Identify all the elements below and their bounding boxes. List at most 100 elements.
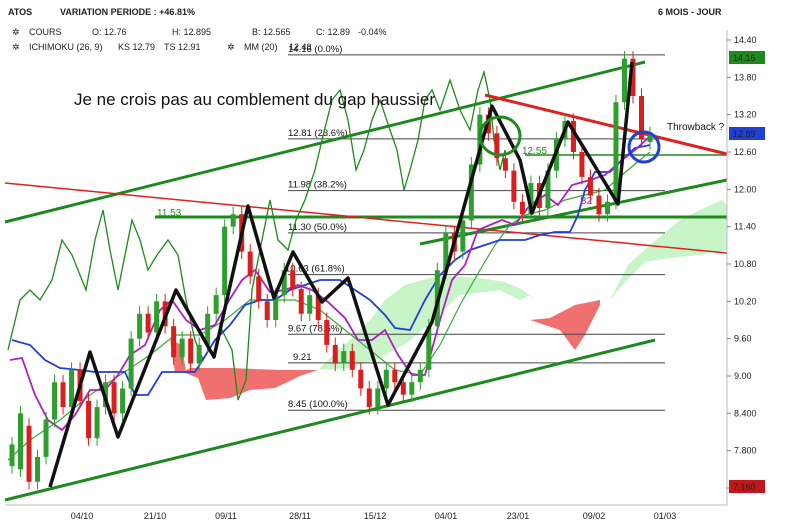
candle — [281, 270, 287, 296]
fib-label: 11.30 (50.0%) — [288, 222, 347, 233]
ichimoku-label: ICHIMOKU (26, 9) — [29, 42, 103, 52]
y-tick-label: 13.80 — [734, 72, 757, 82]
mm-label: MM (20) — [244, 42, 278, 52]
candle — [613, 102, 619, 202]
fib-label: 12.81 (23.6%) — [288, 128, 348, 139]
candle — [579, 152, 585, 177]
candle — [26, 425, 32, 482]
red-resistance-thin — [4, 182, 728, 254]
b2-label: B2 — [580, 196, 593, 207]
candle — [145, 313, 151, 333]
x-tick-label: 28/11 — [289, 511, 311, 521]
candle — [596, 195, 602, 215]
candle — [494, 133, 500, 159]
candle — [137, 313, 143, 339]
candle — [69, 369, 75, 408]
fib-label: 14.16 (0.0%) — [288, 44, 342, 55]
zigzag-pattern — [48, 61, 634, 488]
candle — [349, 351, 355, 370]
gear-icon: ✲ — [227, 42, 235, 52]
candle — [196, 344, 202, 364]
throwback-circle-blue — [627, 130, 661, 164]
candle — [647, 133, 653, 143]
candle — [60, 382, 66, 408]
candle — [332, 344, 338, 364]
gear-icon: ✲ — [12, 27, 20, 37]
candle — [570, 120, 576, 152]
mm-value: 12.48 — [289, 42, 312, 52]
candle — [264, 301, 270, 320]
candle — [604, 201, 610, 215]
ichimoku-ks: KS 12.79 — [118, 42, 155, 52]
variation-label: VARIATION PERIODE : +46.81% — [60, 7, 195, 17]
candle — [86, 400, 92, 439]
candle — [519, 201, 525, 215]
candle — [443, 232, 449, 271]
gap-circle-green — [478, 115, 522, 157]
cloud-green — [610, 200, 727, 300]
candle — [621, 58, 627, 103]
change-value: -0.04% — [358, 27, 387, 37]
gap-value-label: 12.55 — [522, 146, 547, 157]
cloud-green — [318, 276, 535, 370]
gear-icon: ✲ — [12, 42, 20, 52]
fib-label: 11.98 (38.2%) — [288, 180, 347, 191]
y-axis: 14.40 13.80 13.20 12.60 12.00 11.40 10.80 10.20… — [726, 30, 757, 505]
low-price-box — [729, 480, 765, 493]
x-tick-label: 01/03 — [654, 511, 677, 521]
cours-label: COURS — [29, 27, 62, 37]
candle — [213, 295, 219, 314]
x-tick-label: 15/12 — [364, 511, 387, 521]
candle — [179, 338, 185, 358]
y-tick-label: 9.00 — [734, 371, 752, 381]
candle — [43, 419, 49, 457]
headline-annotation: Je ne crois pas au comblement du gap hau… — [74, 90, 435, 109]
candle — [120, 388, 126, 414]
period-label: 6 MOIS - JOUR — [658, 7, 722, 17]
cloud-red — [530, 300, 600, 350]
trend-lines — [4, 60, 728, 502]
fib-label: 9.21 — [293, 352, 312, 363]
symbol-label: ATOS — [8, 7, 32, 17]
candle — [587, 176, 593, 196]
candle — [630, 58, 636, 96]
y-tick-label: 14.40 — [734, 35, 757, 45]
rising-support-line — [419, 178, 728, 246]
candle — [528, 183, 534, 215]
candle — [35, 456, 41, 482]
high-value: H: 12.895 — [172, 27, 211, 37]
fib-label: 10.63 (61.8%) — [285, 264, 345, 275]
candle — [128, 338, 134, 389]
candle — [256, 276, 262, 302]
x-axis: 04/10 21/10 09/11 28/11 15/12 04/01 23/01 09/02… — [5, 504, 727, 521]
indicator-legend: ✲ ICHIMOKU (26, 9) KS 12.79 TS 12.91 ✲ M… — [12, 42, 312, 52]
throwback-annotation: Throwback ? — [667, 122, 725, 133]
candle — [188, 338, 194, 364]
y-tick-label: 7.800 — [734, 446, 757, 456]
fib-label: 9.67 (78.6%) — [288, 323, 342, 334]
candle — [545, 170, 551, 208]
candle — [154, 301, 160, 333]
last-price-text: 12.89 — [733, 129, 756, 139]
candle — [111, 382, 117, 414]
candle — [417, 369, 423, 383]
candle — [366, 388, 372, 408]
last-price-box — [729, 127, 765, 140]
y-tick-label: 10.20 — [734, 296, 757, 306]
y-tick-label: 9.60 — [734, 334, 752, 344]
candle — [400, 382, 406, 395]
x-tick-label: 09/02 — [583, 511, 606, 521]
candle — [230, 214, 236, 227]
candle — [273, 295, 279, 320]
candle — [468, 164, 474, 221]
candle — [383, 369, 389, 389]
red-resistance-thick — [484, 93, 728, 156]
candle — [502, 158, 508, 171]
support-value-label: 11.53 — [157, 208, 182, 219]
candle — [18, 413, 24, 470]
candle — [205, 313, 211, 345]
candle — [52, 382, 58, 420]
x-tick-label: 09/11 — [215, 511, 237, 521]
x-tick-label: 23/01 — [507, 511, 530, 521]
